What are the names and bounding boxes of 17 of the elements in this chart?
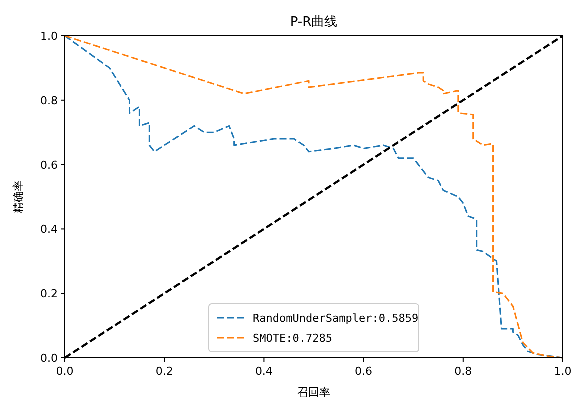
x-axis-title: 召回率	[298, 386, 330, 399]
x-tick-label: 0.2	[156, 365, 174, 378]
x-tick-label: 1.0	[554, 365, 572, 378]
x-tick-label: 0.4	[255, 365, 273, 378]
y-tick-label: 0.2	[40, 288, 58, 301]
y-tick-label: 1.0	[40, 30, 58, 43]
y-axis-title: 精确率	[12, 180, 25, 214]
legend-label: RandomUnderSampler:0.5859	[253, 312, 419, 325]
y-tick-label: 0.4	[40, 223, 58, 236]
y-tick-label: 0.6	[40, 158, 58, 172]
y-tick-label: 0.0	[40, 352, 58, 365]
x-tick-label: 0.6	[355, 365, 373, 378]
legend-label: SMOTE:0.7285	[253, 332, 332, 345]
x-tick-label: 0.0	[56, 365, 74, 378]
x-tick-label: 0.8	[454, 365, 472, 378]
y-tick-label: 0.8	[40, 94, 58, 108]
chart-title: P-R曲线	[290, 15, 338, 30]
